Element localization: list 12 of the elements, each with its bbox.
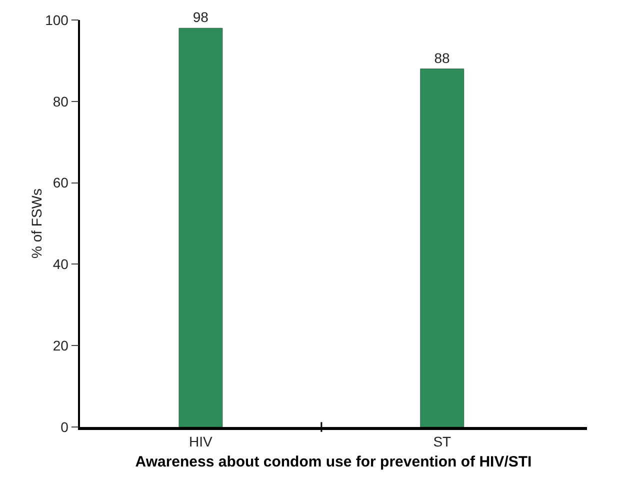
y-tick-label: 60 bbox=[52, 174, 69, 191]
x-tick-label: HIV bbox=[189, 434, 214, 450]
x-axis-title: Awareness about condom use for prevention of HIV/STI bbox=[135, 454, 532, 471]
y-axis-title: % of FSWs bbox=[28, 188, 44, 259]
y-tick-label: 80 bbox=[52, 93, 69, 110]
x-tick-label: ST bbox=[433, 434, 452, 450]
y-tick-label: 20 bbox=[52, 338, 69, 354]
data-label: 88 bbox=[434, 50, 450, 66]
data-label: 98 bbox=[192, 9, 209, 26]
y-tick-label: 100 bbox=[45, 12, 69, 28]
y-tick-label: 40 bbox=[52, 256, 69, 272]
y-tick-label: 0 bbox=[60, 418, 69, 435]
